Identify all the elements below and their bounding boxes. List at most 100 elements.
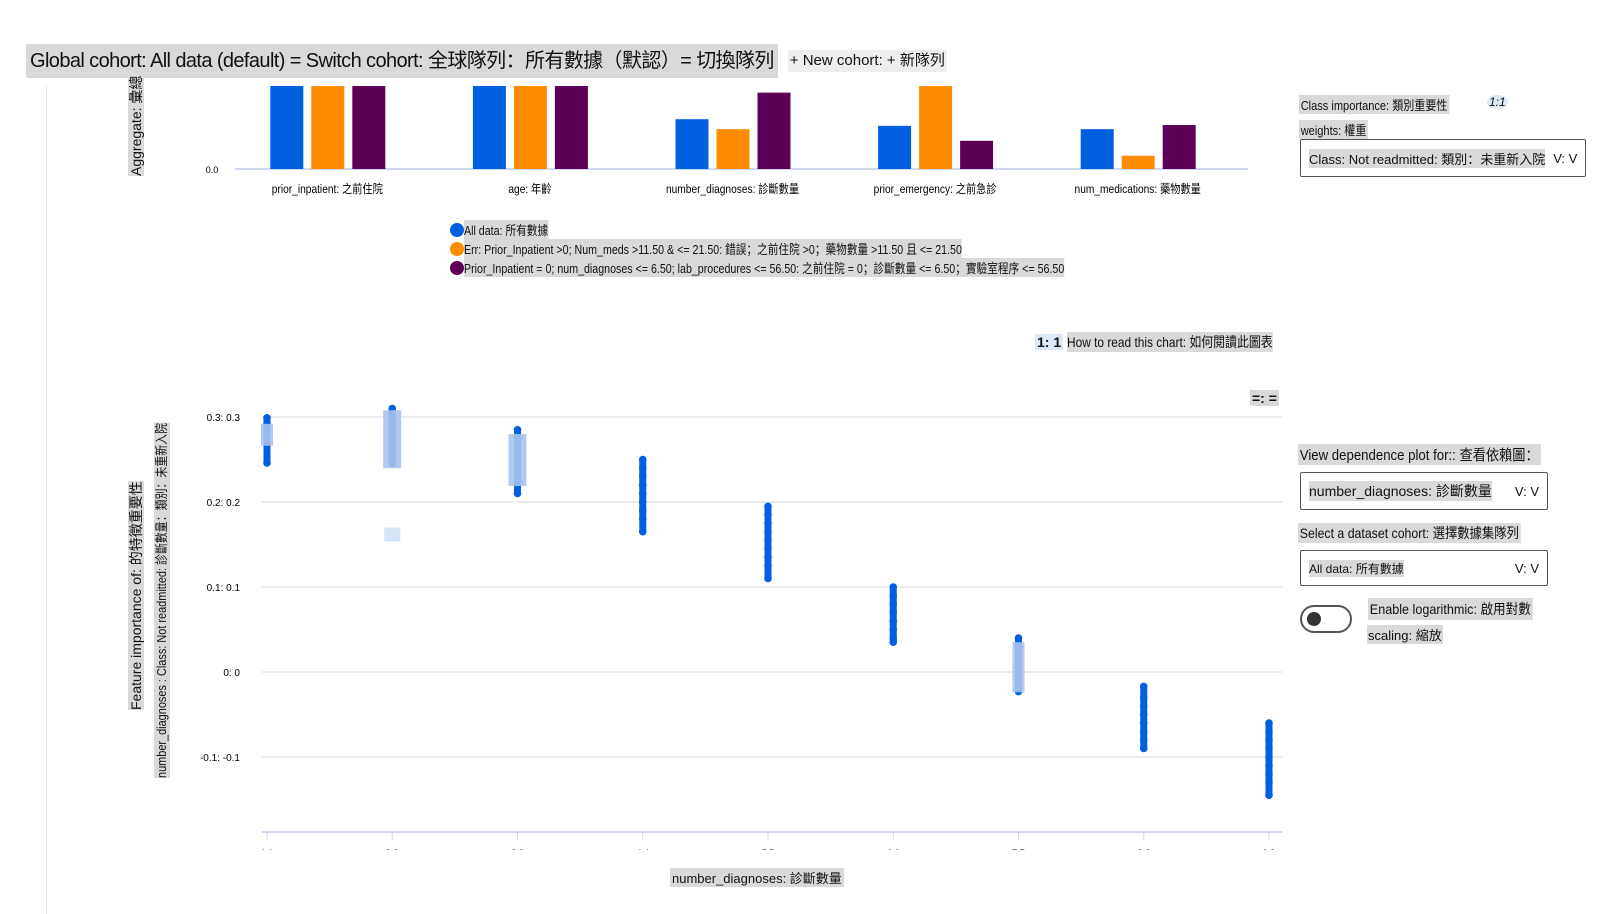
data-point <box>1265 719 1273 727</box>
data-point <box>1139 719 1148 727</box>
legend-marker-icon <box>450 222 464 237</box>
data-point <box>889 600 898 608</box>
x-tick-label: 8:8 <box>1137 848 1150 850</box>
class-select-dropdown[interactable]: Class: Not readmitted: 類別：未重新入院 V: V <box>1300 139 1587 177</box>
log-scaling-label-2: scaling: 縮放 <box>1367 625 1443 644</box>
cohort-header: Global cohort: All data (default) = Swit… <box>26 44 947 78</box>
divider <box>46 85 47 914</box>
info-badge: 1: 1 <box>1035 334 1064 350</box>
data-point <box>889 591 898 600</box>
cohort-select-dropdown[interactable]: All data: 所有數據 V: V <box>1300 550 1548 586</box>
bar <box>513 86 547 169</box>
data-point <box>1265 770 1273 778</box>
dependence-scatter-plot: 0.3: 0.3 0.2: 0.2 0.1: 0.1 0: 0 -0.1: -0.1 1:… <box>200 404 1282 850</box>
data-point <box>638 506 647 515</box>
bar <box>716 129 750 169</box>
x-tick-label: 5:5 <box>762 848 775 850</box>
chart-options-menu-button[interactable]: =: = <box>1250 390 1279 406</box>
bar <box>757 92 791 169</box>
bar-y-tick-label: 0.0 <box>206 165 219 175</box>
data-point <box>263 459 271 467</box>
dependence-plot-label: View dependence plot for:: 查看依賴圖： <box>1298 444 1541 465</box>
how-to-read-link[interactable]: 1: 1 How to read this chart: 如何閱讀此圖表 <box>1035 332 1309 352</box>
x-tick-label: 9:9 <box>1263 848 1276 850</box>
data-point <box>513 489 522 498</box>
data-label-overlay <box>383 410 402 469</box>
chevron-down-icon: V: V <box>1514 483 1539 499</box>
data-label-overlay <box>1012 642 1025 693</box>
data-point <box>1265 727 1273 736</box>
bar-category-label: number_diagnoses: 診斷數量 <box>666 181 799 196</box>
aggregate-feature-importance-bar-chart: 0.0 prior_inpatient: 之前住院 age: 年齡 number_di… <box>206 86 1248 196</box>
legend-item[interactable]: Err: Prior_Inpatient >0; Num_meds >11.50… <box>450 239 1071 258</box>
how-to-read-label: How to read this chart: 如何閱讀此圖表 <box>1067 332 1273 352</box>
legend-item[interactable]: All data: 所有數據 <box>450 220 567 239</box>
bar <box>1121 155 1155 169</box>
data-point <box>1139 744 1148 753</box>
cohort-switcher[interactable]: Global cohort: All data (default) = Swit… <box>26 44 778 78</box>
new-cohort-button[interactable]: + New cohort: + 新隊列 <box>787 50 947 72</box>
data-point <box>638 498 647 506</box>
y-tick-label: 0.2: 0.2 <box>207 498 241 509</box>
dependence-feature-value: number_diagnoses: 診斷數量 <box>1309 481 1492 501</box>
bar <box>675 119 709 169</box>
data-point <box>764 574 772 583</box>
toggle-knob <box>1307 612 1321 626</box>
dependence-feature-dropdown[interactable]: number_diagnoses: 診斷數量 V: V <box>1300 472 1548 510</box>
bar <box>311 86 345 169</box>
bar-category-label: prior_emergency: 之前急診 <box>874 181 997 196</box>
x-tick-label: 4:4 <box>636 848 649 850</box>
data-point <box>1139 710 1148 719</box>
y-tick-label: 0.3: 0.3 <box>207 413 241 424</box>
log-scaling-toggle[interactable] <box>1300 605 1352 633</box>
chevron-down-icon: V: V <box>1553 150 1578 166</box>
cohort-select-label: Select a dataset cohort: 選擇數據集隊列 <box>1298 523 1521 543</box>
data-point <box>764 544 772 553</box>
class-select-value: Class: Not readmitted: 類別：未重新入院 <box>1309 148 1546 168</box>
legend-marker-icon <box>450 241 464 256</box>
legend-item[interactable]: Prior_Inpatient = 0; num_diagnoses <= 6.… <box>450 258 1196 277</box>
y-tick-label: 0.1: 0.1 <box>207 583 241 594</box>
bar <box>472 86 506 169</box>
bar-category-label: num_medications: 藥物數量 <box>1075 181 1201 196</box>
class-importance-label: Class importance: 類別重要性 <box>1299 95 1450 114</box>
legend-label: Err: Prior_Inpatient >0; Num_meds >11.50… <box>464 239 962 258</box>
bar-category-label: age: 年齡 <box>508 181 551 196</box>
data-point <box>889 638 898 647</box>
data-point <box>764 502 772 511</box>
bar <box>878 125 912 169</box>
data-label-overlay <box>508 434 527 486</box>
data-point <box>889 625 898 634</box>
data-point <box>1139 727 1148 736</box>
x-tick-label: 7:7 <box>1012 848 1025 850</box>
data-point <box>1265 736 1273 744</box>
data-point <box>638 489 647 498</box>
data-point <box>1265 744 1273 753</box>
data-point <box>1139 702 1148 710</box>
data-point <box>764 561 772 570</box>
data-point <box>764 527 772 536</box>
data-point <box>1139 693 1148 702</box>
data-point <box>764 536 772 545</box>
bar <box>1162 125 1196 169</box>
data-point <box>513 425 522 434</box>
x-tick-label: 1:1 <box>261 848 274 850</box>
data-label-overlay <box>261 423 273 446</box>
data-point <box>1265 778 1273 787</box>
data-point <box>638 527 647 536</box>
x-tick-label: 6:6 <box>887 848 900 850</box>
bar <box>960 140 994 169</box>
legend-label: All data: 所有數據 <box>464 220 549 239</box>
data-point <box>638 515 647 523</box>
legend-marker-icon <box>450 260 464 275</box>
legend-label: Prior_Inpatient = 0; num_diagnoses <= 6.… <box>464 258 1065 277</box>
data-point <box>889 617 898 625</box>
data-label-overlay <box>384 527 401 542</box>
data-point <box>1014 634 1023 642</box>
info-icon[interactable]: 1:1 <box>1487 95 1508 109</box>
data-point <box>764 519 772 528</box>
class-importance-weights-label: weights: 權重 <box>1299 120 1369 139</box>
cohort-select-value: All data: 所有數據 <box>1309 559 1404 577</box>
bar <box>554 86 588 169</box>
data-point <box>638 464 647 472</box>
